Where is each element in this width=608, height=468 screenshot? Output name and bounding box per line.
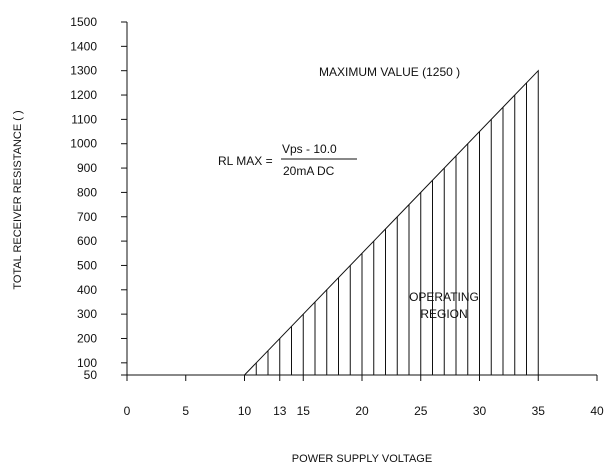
y-tick-label: 50	[84, 368, 98, 382]
x-tick-label: 25	[414, 404, 428, 418]
x-tick-label: 0	[124, 404, 131, 418]
y-tick-label: 1100	[71, 112, 97, 126]
operating-region-label-line2: REGION	[420, 307, 467, 321]
x-tick-label: 10	[238, 404, 252, 418]
x-axis-ticks: 0 5 10 13 15 20 25 30 35 40	[124, 375, 604, 418]
y-tick-label: 1300	[70, 64, 97, 78]
y-tick-label: 1500	[70, 15, 97, 29]
formula-denominator: 20mA DC	[283, 164, 335, 178]
x-tick-label: 40	[590, 404, 604, 418]
y-tick-label: 700	[77, 210, 97, 224]
y-tick-label: 1200	[70, 88, 97, 102]
maximum-value-annotation: MAXIMUM VALUE (1250 )	[319, 65, 460, 79]
formula-numerator: Vps - 10.0	[282, 142, 337, 156]
formula-lhs: RL MAX =	[218, 154, 273, 168]
y-tick-label: 1000	[70, 137, 97, 151]
x-axis-title: POWER SUPPLY VOLTAGE	[292, 453, 432, 465]
operating-region-hatch	[255, 82, 527, 375]
y-tick-label: 1400	[70, 39, 97, 53]
y-tick-label: 900	[77, 161, 97, 175]
y-tick-label: 200	[77, 331, 97, 345]
x-tick-label: 5	[182, 404, 189, 418]
operating-region-label-line1: OPERATING	[409, 290, 479, 304]
y-tick-label: 800	[77, 185, 97, 199]
x-tick-label: 35	[532, 404, 546, 418]
x-tick-label: 30	[473, 404, 487, 418]
x-tick-label: 15	[297, 404, 311, 418]
x-tick-label: 13	[273, 404, 287, 418]
y-tick-label: 400	[77, 283, 97, 297]
y-tick-label: 600	[77, 234, 97, 248]
y-axis-title: TOTAL RECEIVER RESISTANCE ( )	[12, 110, 24, 289]
operating-region-outline	[244, 69, 539, 376]
x-tick-label: 20	[355, 404, 369, 418]
y-tick-label: 100	[77, 356, 97, 370]
y-tick-label: 300	[77, 307, 97, 321]
rl-max-formula: RL MAX = Vps - 10.0 20mA DC	[218, 142, 357, 178]
y-tick-label: 500	[77, 258, 97, 272]
